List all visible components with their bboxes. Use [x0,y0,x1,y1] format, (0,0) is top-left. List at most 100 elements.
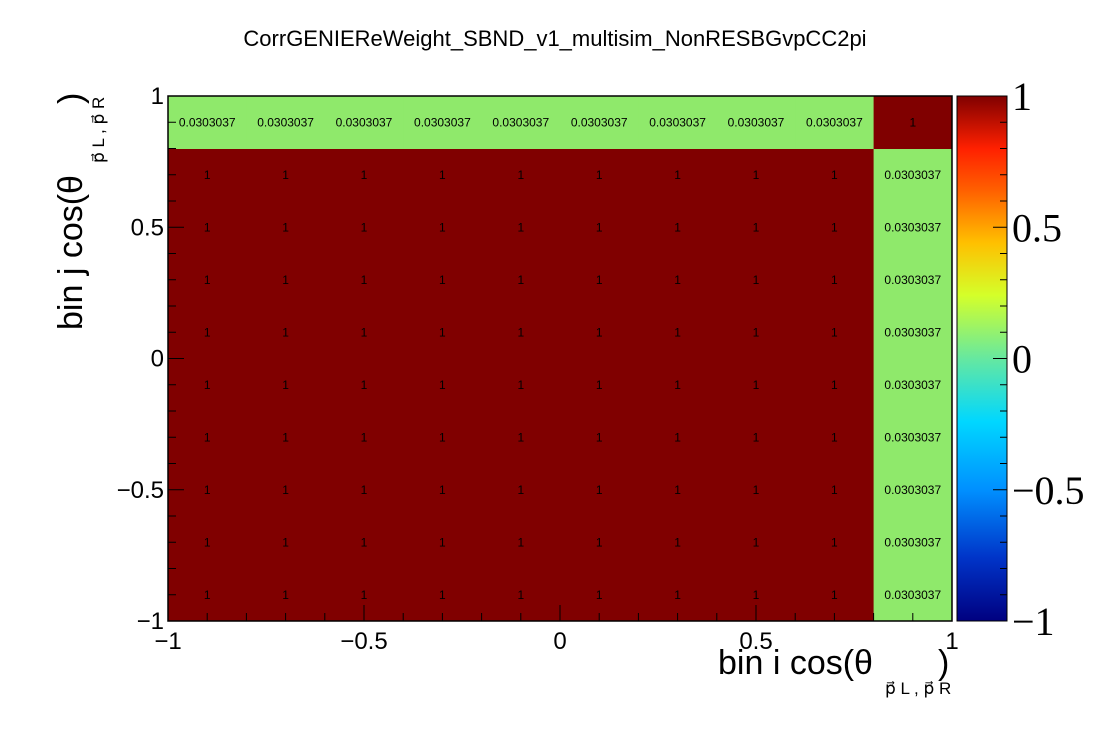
svg-text:bin i cos(θ: bin i cos(θ [718,644,873,682]
cell-value-label: 0.0303037 [884,168,941,182]
heatmap-cell [168,568,247,622]
cell-value-label: 0.0303037 [884,430,941,444]
y-axis-label-suffix: ) [52,93,90,104]
cell-value-label: 0.0303037 [884,378,941,392]
cell-value-label: 1 [282,325,289,339]
cell-value-label: 1 [282,273,289,287]
heatmap-cell [403,201,483,254]
y-tick-label: −1 [137,608,164,635]
heatmap-cell [873,516,953,569]
cell-value-label: 1 [282,483,289,497]
cell-value-label: 1 [517,220,524,234]
palette-tick-label: −0.5 [1012,468,1085,513]
cell-value-label: 1 [361,273,368,287]
cell-value-label: 0.0303037 [884,220,941,234]
heatmap-cell [481,358,561,412]
cell-value-label: 1 [204,220,211,234]
x-tick-label: −0.5 [340,628,387,655]
cell-value-label: 1 [282,588,289,602]
y-tick-label: 1 [151,83,164,110]
cell-value-label: 0.0303037 [257,115,314,129]
cell-value-label: 1 [204,535,211,549]
heatmap-cell [716,463,796,517]
heatmap-cell [638,96,718,149]
cell-value-label: 1 [439,325,446,339]
y-axis-label: bin j cos(θ p⃗ L , p⃗ R ) [52,93,108,330]
cell-value-label: 1 [361,430,368,444]
heatmap-cell [403,148,483,202]
heatmap-cell [481,568,561,622]
heatmap-cell [560,306,639,359]
cell-value-label: 1 [909,115,916,129]
heatmap-cell [873,96,953,149]
heatmap-cell [246,358,326,412]
heatmap-cell [560,148,639,202]
cell-value-label: 0.0303037 [884,588,941,602]
cell-value-label: 1 [517,378,524,392]
cell-value-label: 0.0303037 [884,535,941,549]
cell-value-label: 1 [204,273,211,287]
heatmap-cell [246,568,326,622]
cell-value-label: 1 [831,588,838,602]
cell-value-label: 1 [753,273,760,287]
cell-value-label: 1 [439,378,446,392]
cell-value-label: 1 [517,535,524,549]
heatmap-cell [324,306,404,359]
cell-value-label: 1 [282,378,289,392]
cell-value-label: 0.0303037 [884,273,941,287]
heatmap-cell [481,148,561,202]
heatmap-cell [403,411,483,464]
x-tick-label: 1 [945,628,958,655]
heatmap-cell [638,516,718,569]
y-axis-label-sub: p⃗ L , p⃗ R [89,97,108,163]
heatmap-cell [873,568,953,622]
x-axis-label: bin i cos(θ p⃗ L , p⃗ R ) [718,644,951,698]
cell-value-label: 1 [361,535,368,549]
cell-value-label: 1 [831,535,838,549]
cell-value-label: 1 [439,483,446,497]
cell-value-label: 1 [674,273,681,287]
cell-value-label: 1 [282,168,289,182]
cell-value-label: 1 [439,535,446,549]
heatmap-cell [560,463,639,517]
heatmap-cell [481,96,561,149]
palette-tick-label: −1 [1012,599,1055,644]
heatmap-cell [481,306,561,359]
x-axis-label-sub: p⃗ L , p⃗ R [885,679,951,698]
heatmap-cell [716,358,796,412]
palette-ticks [993,95,1007,622]
heatmap-cell [560,516,639,569]
heatmap-cell [403,306,483,359]
cell-value-label: 1 [204,168,211,182]
heatmap-cell [246,96,326,149]
heatmap-cell [560,96,639,149]
heatmap-cell [638,411,718,464]
x-tick-labels: −1 −0.5 0 0.5 1 [154,628,958,655]
cell-value-label: 1 [753,483,760,497]
cell-value-label: 1 [674,378,681,392]
cell-value-label: 1 [596,535,603,549]
heatmap-cell [403,96,483,149]
cell-value-label: 0.0303037 [492,115,549,129]
heatmap-cell [246,148,326,202]
cell-value-label: 1 [282,220,289,234]
cell-value-label: 1 [204,325,211,339]
palette-tick-label: 0.5 [1012,205,1062,250]
cell-value-label: 1 [282,535,289,549]
heatmap-cell [638,568,718,622]
axis-ticks [167,95,953,622]
cell-value-label: 1 [282,430,289,444]
cell-value-label: 0.0303037 [728,115,785,129]
heatmap-cell [168,306,247,359]
heatmap-cell [638,358,718,412]
cell-value-label: 1 [361,483,368,497]
heatmap-cell [795,411,875,464]
cell-value-label: 1 [831,325,838,339]
heatmap-cell [873,148,953,202]
cell-value-label: 0.0303037 [884,483,941,497]
cell-value-label: 0.0303037 [884,325,941,339]
heatmap-cell [560,568,639,622]
heatmap-cell [403,358,483,412]
cell-value-label: 1 [439,220,446,234]
